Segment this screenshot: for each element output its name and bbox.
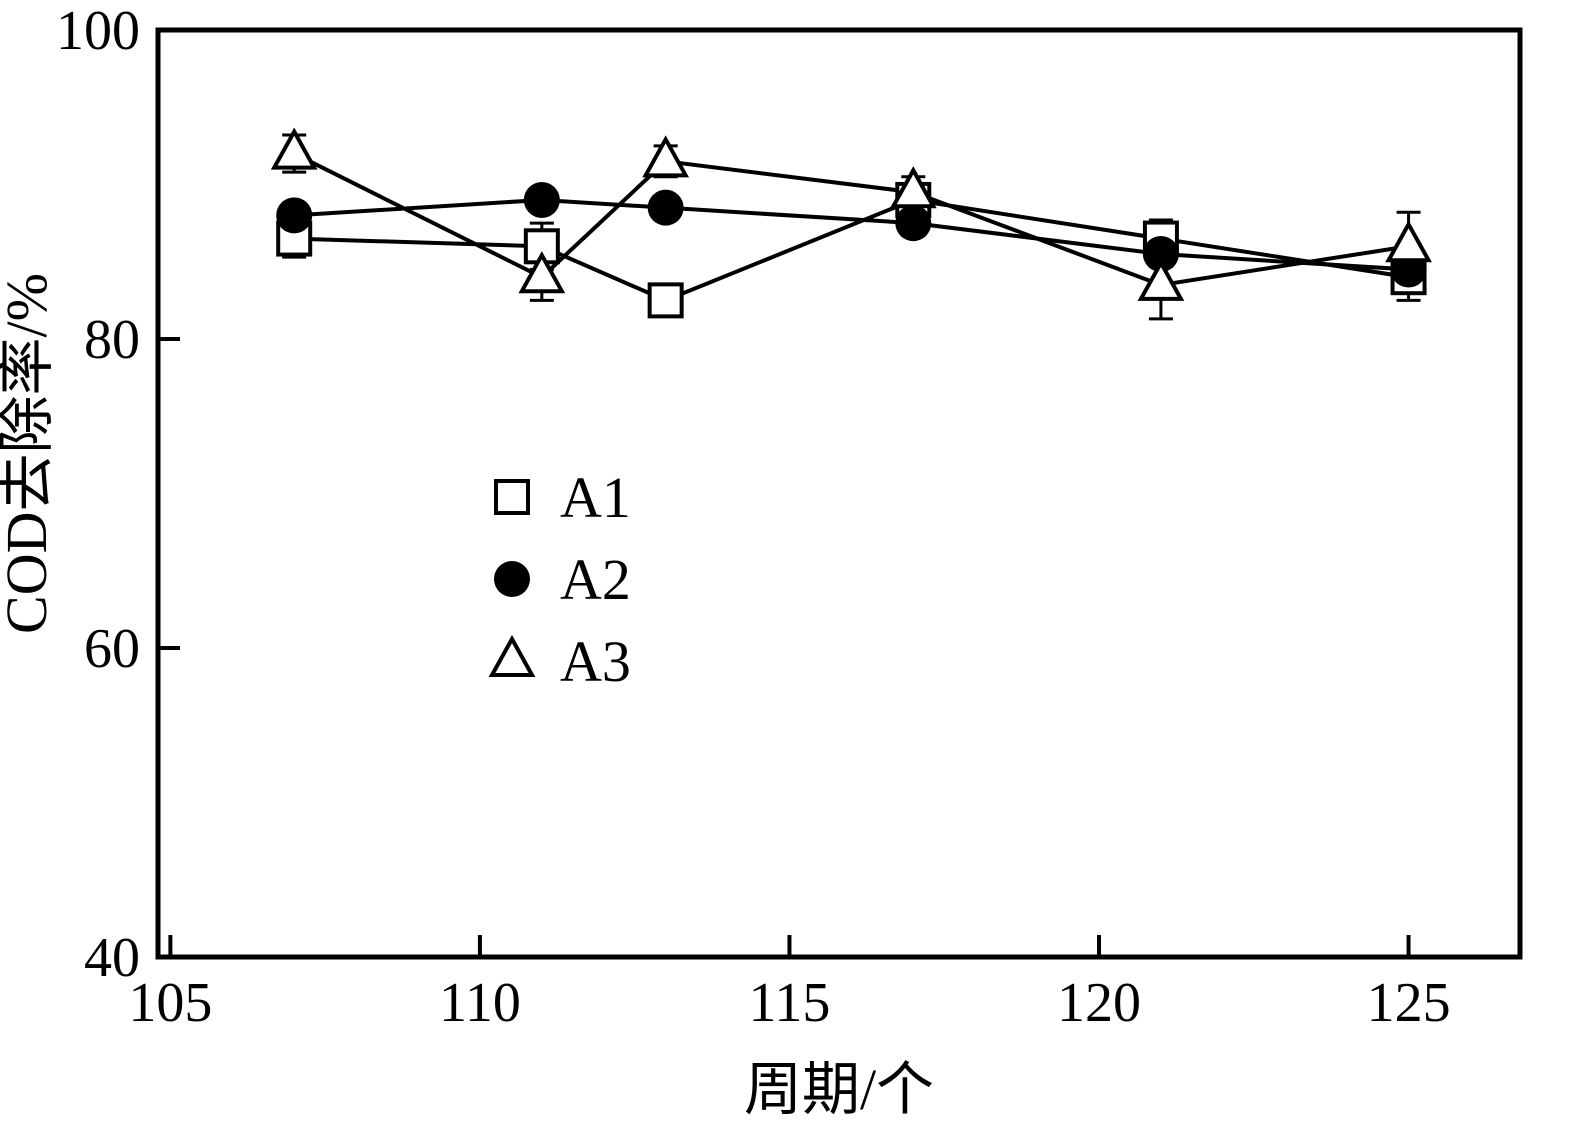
circle-marker-icon	[895, 205, 932, 242]
x-axis: 105 110 115 120 125	[128, 935, 1451, 1034]
triangle-marker-icon	[488, 634, 536, 677]
triangle-marker-icon	[642, 135, 690, 178]
legend-item-A3: A3	[488, 629, 631, 694]
y-tick-label: 100	[56, 0, 140, 62]
x-tick-label: 110	[439, 972, 521, 1034]
legend-label: A2	[560, 547, 631, 612]
triangle-marker-icon	[518, 251, 566, 294]
series-lines	[293, 151, 1409, 303]
plot-frame	[155, 27, 1523, 960]
series-markers-A3	[270, 127, 1432, 301]
y-tick-label: 60	[84, 618, 140, 680]
x-tick-label: 125	[1367, 972, 1451, 1034]
legend: A1 A2 A3	[488, 465, 631, 694]
triangle-marker-icon	[1385, 220, 1432, 263]
x-tick-label: 120	[1057, 972, 1141, 1034]
legend-item-A2: A2	[494, 547, 631, 612]
y-tick-label: 40	[84, 927, 140, 989]
series-line-A1	[294, 197, 1409, 303]
circle-marker-icon	[276, 197, 313, 234]
series-line-A2	[294, 197, 1409, 272]
x-tick-label: 115	[749, 972, 831, 1034]
triangle-marker-icon	[270, 127, 318, 170]
square-marker-icon	[494, 479, 530, 515]
y-axis-label: COD去除率/%	[0, 273, 59, 634]
circle-marker-icon	[523, 181, 560, 218]
legend-label: A1	[560, 465, 631, 530]
square-marker-icon	[647, 282, 684, 319]
x-axis-label: 周期/个	[744, 1057, 934, 1122]
circle-marker-icon	[647, 189, 684, 226]
legend-label: A3	[560, 629, 631, 694]
legend-item-A1: A1	[494, 465, 631, 530]
y-tick-label: 80	[84, 309, 140, 371]
circle-marker-icon	[1142, 236, 1179, 273]
x-tick-label: 105	[128, 972, 212, 1034]
y-axis: 40 60 80 100	[56, 0, 180, 989]
triangle-marker-icon	[1137, 258, 1185, 301]
circle-marker-icon	[494, 561, 530, 597]
triangle-marker-icon	[889, 166, 937, 209]
series-line-A3	[293, 151, 1409, 287]
